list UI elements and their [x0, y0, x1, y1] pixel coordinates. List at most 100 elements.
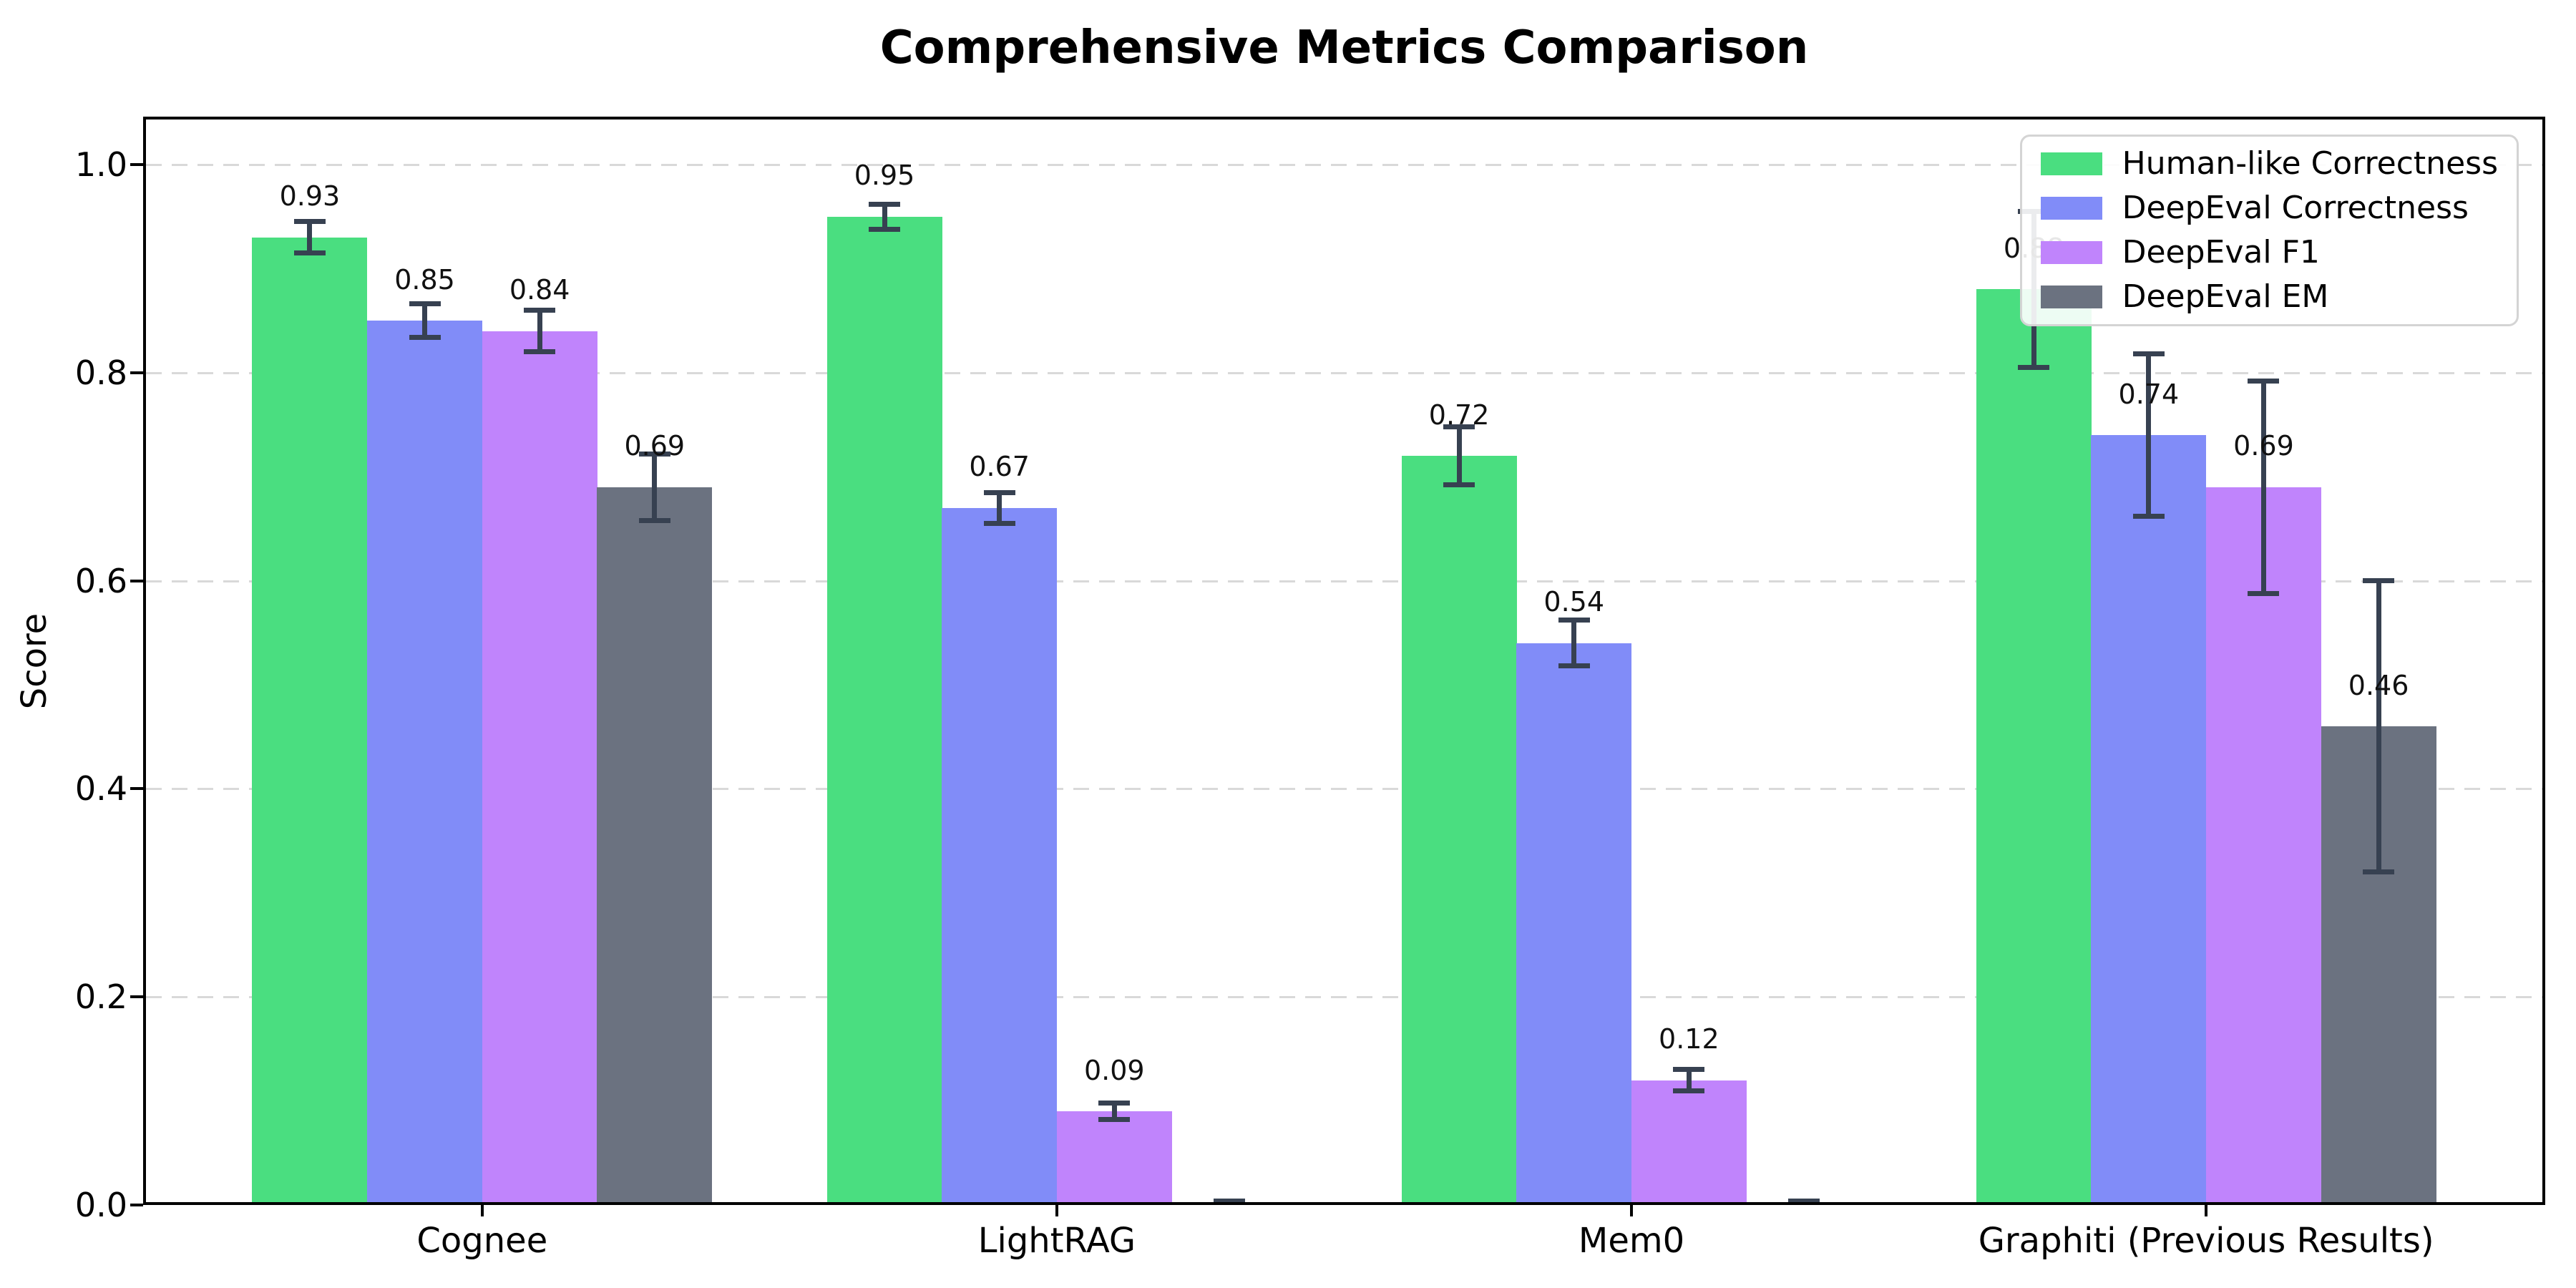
- legend-swatch: [2040, 152, 2102, 175]
- error-bar-cap-top: [983, 489, 1015, 495]
- error-bar: [2260, 381, 2266, 594]
- error-bar-cap-bottom: [983, 521, 1015, 527]
- legend-swatch: [2040, 197, 2102, 220]
- legend-label: Human-like Correctness: [2122, 145, 2498, 182]
- error-bar-cap-top: [1673, 1067, 1705, 1073]
- legend-label: DeepEval EM: [2122, 278, 2329, 315]
- bar-value-label: 0.95: [854, 160, 915, 192]
- bar-value-label: 0.09: [1083, 1054, 1145, 1086]
- error-bar: [422, 303, 428, 338]
- bar-value-label: 0.12: [1659, 1023, 1719, 1055]
- bar-value-label: 0.93: [279, 180, 341, 213]
- error-bar-cap-top: [524, 308, 556, 313]
- y-tick-mark: [130, 579, 143, 582]
- y-tick-mark: [130, 163, 143, 166]
- legend-swatch: [2040, 286, 2102, 308]
- x-tick-mark: [1055, 1205, 1058, 1216]
- error-bar: [652, 454, 658, 521]
- error-bar-cap-bottom: [524, 349, 556, 355]
- error-bar-cap-top: [1213, 1198, 1245, 1204]
- error-bar-cap-bottom: [293, 250, 326, 256]
- error-bar: [2146, 353, 2152, 517]
- error-bar-cap-top: [1787, 1198, 1820, 1204]
- y-tick-mark: [130, 371, 143, 374]
- bar-value-label: 0.69: [624, 430, 686, 462]
- x-tick-mark: [480, 1205, 484, 1216]
- bar: [367, 321, 483, 1204]
- bar-value-label: 0.69: [2233, 430, 2294, 462]
- x-tick-mark: [2205, 1205, 2208, 1216]
- bar: [1401, 456, 1517, 1204]
- error-bar-cap-top: [409, 301, 441, 307]
- bar: [1631, 1080, 1747, 1204]
- error-bar-cap-top: [1558, 618, 1590, 623]
- bar: [1516, 643, 1632, 1204]
- bar-value-label: 0.67: [969, 451, 1030, 483]
- y-tick-label: 0.0: [74, 1186, 127, 1224]
- bar-value-label: 0.85: [394, 263, 455, 296]
- bar: [2205, 487, 2321, 1204]
- x-tick-label: LightRAG: [977, 1221, 1136, 1261]
- error-bar: [1111, 1103, 1117, 1120]
- error-bar: [2376, 580, 2381, 872]
- y-tick-label: 0.4: [74, 769, 127, 809]
- bar: [1976, 289, 2092, 1204]
- y-axis-label: Score: [14, 613, 54, 709]
- error-bar-cap-top: [638, 451, 670, 457]
- bar-value-label: 0.46: [2348, 669, 2409, 701]
- gridline: [146, 371, 2542, 374]
- legend-item: DeepEval Correctness: [2040, 190, 2498, 226]
- error-bar-cap-bottom: [2363, 869, 2395, 875]
- bar: [2091, 435, 2207, 1204]
- x-tick-label: Graphiti (Previous Results): [1978, 1221, 2434, 1261]
- error-bar-cap-bottom: [2018, 365, 2050, 371]
- legend-label: DeepEval F1: [2122, 234, 2320, 270]
- bar: [482, 331, 597, 1204]
- error-bar: [882, 204, 887, 230]
- error-bar-cap-bottom: [2248, 590, 2280, 596]
- bar: [1056, 1111, 1172, 1204]
- error-bar: [997, 492, 1002, 524]
- bar-value-label: 0.72: [1428, 399, 1490, 431]
- legend-item: Human-like Correctness: [2040, 145, 2498, 182]
- y-tick-label: 0.6: [74, 561, 127, 600]
- error-bar-cap-top: [2132, 351, 2165, 357]
- error-bar-cap-bottom: [869, 226, 900, 232]
- error-bar-cap-top: [869, 201, 900, 207]
- bar-value-label: 0.54: [1543, 586, 1605, 618]
- y-tick-mark: [130, 1204, 143, 1206]
- y-tick-mark: [130, 787, 143, 791]
- error-bar: [307, 221, 313, 253]
- error-bar-cap-bottom: [638, 517, 670, 523]
- x-tick-label: Mem0: [1578, 1221, 1685, 1261]
- error-bar-cap-bottom: [1673, 1088, 1705, 1093]
- x-tick-mark: [1630, 1205, 1634, 1216]
- error-bar: [537, 310, 542, 352]
- error-bar-cap-bottom: [2132, 513, 2165, 519]
- bar: [597, 487, 713, 1204]
- legend-swatch: [2040, 241, 2102, 264]
- error-bar: [1571, 620, 1577, 666]
- y-tick-mark: [130, 995, 143, 999]
- x-tick-label: Cognee: [416, 1221, 548, 1261]
- legend-label: DeepEval Correctness: [2122, 190, 2469, 226]
- bar: [826, 216, 942, 1204]
- error-bar: [1686, 1069, 1692, 1091]
- error-bar-cap-top: [1098, 1101, 1131, 1106]
- legend-item: DeepEval F1: [2040, 234, 2498, 270]
- gridline: [146, 996, 2542, 999]
- error-bar: [1456, 426, 1462, 485]
- error-bar-cap-top: [2248, 378, 2280, 384]
- gridline: [146, 788, 2542, 791]
- error-bar-cap-bottom: [1558, 663, 1590, 669]
- chart-title: Comprehensive Metrics Comparison: [879, 21, 1809, 74]
- error-bar-cap-bottom: [409, 334, 441, 340]
- bar: [252, 237, 368, 1204]
- error-bar-cap-bottom: [1443, 482, 1475, 488]
- error-bar-cap-top: [293, 219, 326, 225]
- error-bar-cap-top: [1443, 424, 1475, 429]
- gridline: [146, 164, 2542, 166]
- error-bar-cap-top: [2363, 578, 2395, 584]
- y-tick-label: 0.2: [74, 977, 127, 1017]
